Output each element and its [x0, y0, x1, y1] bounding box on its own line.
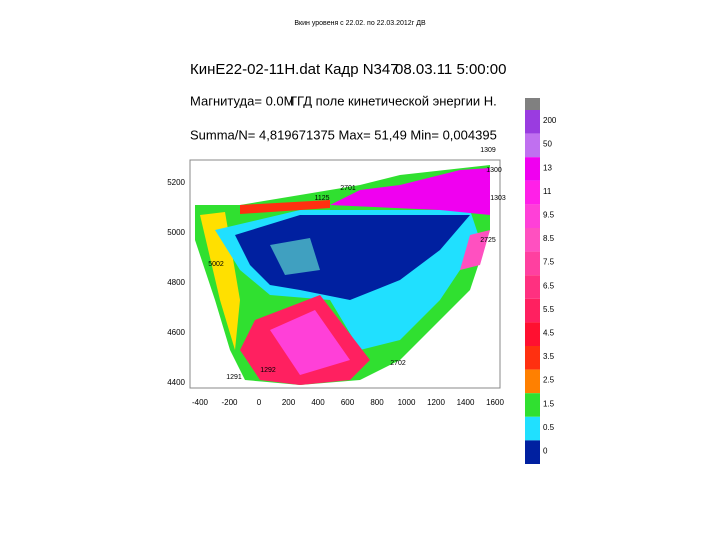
x-tick-label: 800	[370, 398, 384, 407]
x-tick-label: 600	[341, 398, 355, 407]
zone	[235, 215, 470, 300]
zone	[240, 200, 330, 214]
station-label: 1125	[314, 195, 329, 202]
zone	[330, 168, 490, 215]
colorbar-label: 0.5	[543, 423, 555, 432]
y-tick-label: 5000	[167, 228, 185, 237]
colorbar-segment	[525, 251, 540, 276]
colorbar-segment	[525, 204, 540, 228]
colorbar-label: 4.5	[543, 329, 555, 338]
x-tick-label: 0	[257, 398, 262, 407]
y-tick-label: 4400	[167, 378, 185, 387]
colorbar-label: 2.5	[543, 376, 555, 385]
station-label: 2725	[480, 237, 496, 244]
x-tick-label: 1600	[486, 398, 504, 407]
colorbar-cap	[525, 98, 540, 110]
colorbar-label: 7.5	[543, 258, 555, 267]
station-label: 2702	[390, 360, 406, 367]
station-label: 1303	[490, 195, 506, 202]
colorbar-label: 5.5	[543, 305, 555, 314]
colorbar-label: 1.5	[543, 399, 555, 408]
datetime: 08.03.11 5:00:00	[395, 61, 507, 78]
colorbar-label: 9.5	[543, 211, 555, 220]
stats: Summa/N= 4,819671375 Max= 51,49 Min= 0,0…	[190, 127, 497, 142]
y-tick-label: 4800	[167, 278, 185, 287]
x-tick-label: 1000	[398, 398, 416, 407]
station-label: 5002	[208, 261, 224, 268]
x-tick-label: 1400	[457, 398, 475, 407]
colorbar-segment	[525, 228, 540, 252]
station-label: 1291	[226, 374, 242, 381]
x-tick-label: 200	[282, 398, 296, 407]
station-label: 1300	[486, 167, 502, 174]
colorbar-segment	[525, 322, 540, 346]
colorbar-label: 13	[543, 163, 552, 172]
field-label: ГГД поле кинетической энергии Н.	[290, 93, 497, 108]
station-label: 1309	[480, 147, 496, 154]
y-tick-label: 4600	[167, 328, 185, 337]
colorbar-segment	[525, 180, 540, 205]
colorbar-label: 50	[543, 140, 552, 149]
colorbar-segment	[525, 157, 540, 181]
x-tick-label: -400	[192, 398, 209, 407]
station-label: 1292	[260, 367, 276, 374]
colorbar-segment	[525, 110, 540, 134]
colorbar-label: 6.5	[543, 281, 555, 290]
colorbar-label: 8.5	[543, 234, 555, 243]
y-tick-label: 5200	[167, 178, 185, 187]
colorbar-label: 200	[543, 116, 557, 125]
colorbar-label: 3.5	[543, 352, 555, 361]
x-tick-label: -200	[221, 398, 238, 407]
magnitude: Магнитуда= 0.0М	[190, 93, 294, 108]
colorbar-segment	[525, 369, 540, 394]
colorbar-segment	[525, 393, 540, 417]
colorbar-label: 0	[543, 447, 548, 456]
colorbar-segment	[525, 298, 540, 323]
colorbar-segment	[525, 275, 540, 299]
zone	[460, 230, 490, 270]
x-tick-label: 1200	[427, 398, 445, 407]
colorbar-segment	[525, 440, 540, 464]
colorbar-segment	[525, 346, 540, 370]
zone	[270, 238, 320, 275]
x-tick-label: 400	[311, 398, 325, 407]
station-label: 2701	[340, 185, 356, 192]
colorbar-segment	[525, 416, 540, 441]
slide-title: Вкин уровеня с 22.02. по 22.03.2012г ДВ	[294, 20, 426, 27]
zone	[270, 310, 350, 375]
colorbar-label: 11	[543, 187, 552, 196]
file-label: КинЕ22-02-11Н.dat Кадр N347	[190, 61, 399, 78]
colorbar-segment	[525, 133, 540, 158]
